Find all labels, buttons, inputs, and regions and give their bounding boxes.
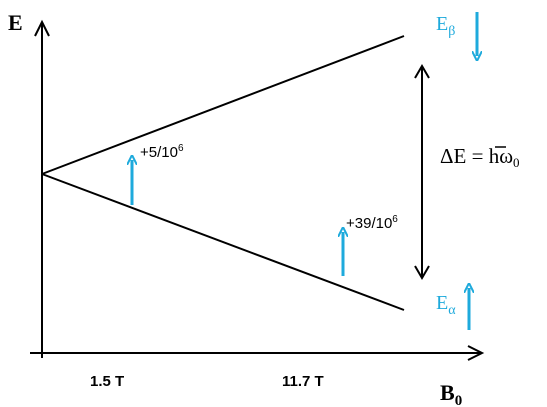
tick-label-11-7T: 11.7 T xyxy=(282,373,324,390)
y-axis xyxy=(34,19,50,358)
lower-level-label-main: E xyxy=(436,292,448,314)
x-axis xyxy=(30,345,485,361)
x-axis-label-sub: 0 xyxy=(455,393,463,407)
lower-energy-line xyxy=(41,173,405,311)
tick-label-1-5T: 1.5 T xyxy=(90,373,124,390)
population-difference-11-7T: +39/106 xyxy=(346,214,398,232)
energy-gap-formula: ΔE = hω0 xyxy=(440,144,520,170)
x-axis-label-main: B xyxy=(440,380,455,405)
upper-level-label-sub: β xyxy=(448,24,455,39)
upper-energy-line xyxy=(41,35,405,175)
upper-level-label-main: E xyxy=(436,13,448,35)
upper-level-label: Eβ xyxy=(436,13,455,39)
population-difference-1-5T: +5/106 xyxy=(140,143,184,161)
population-difference-11-7T-exp: 6 xyxy=(392,214,398,225)
lower-level-label: Eα xyxy=(436,292,456,318)
formula-omega-sub: 0 xyxy=(513,155,520,170)
y-axis-label: E xyxy=(8,10,23,35)
population-difference-1-5T-exp: 6 xyxy=(178,143,184,154)
formula-omega: ω xyxy=(499,144,513,168)
x-axis-label: B0 xyxy=(440,380,462,407)
formula-hbar: h xyxy=(489,144,500,168)
lower-level-label-sub: α xyxy=(448,303,456,318)
population-difference-1-5T-base: +5/10 xyxy=(140,144,178,161)
formula-lhs: ΔE = xyxy=(440,144,489,168)
double-headed-arrow-icon xyxy=(414,64,430,280)
population-difference-11-7T-base: +39/10 xyxy=(346,215,392,232)
